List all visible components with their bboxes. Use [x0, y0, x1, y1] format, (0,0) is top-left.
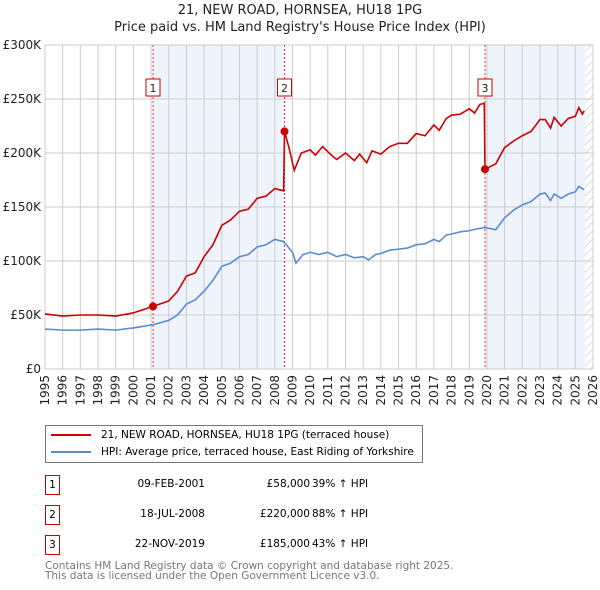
transaction-hpi: 39% ↑ HPI	[312, 478, 369, 490]
price-chart: 1995 1996 1997 1998 1999 2000 2001 2002 2003 2004…	[3, 38, 600, 406]
transaction-marker: 1	[45, 475, 60, 495]
y-tick-label: £250K	[3, 92, 43, 106]
x-tick-label: 2001	[144, 375, 158, 406]
x-tick-label: 2023	[533, 375, 547, 406]
chart-title: 21, NEW ROAD, HORNSEA, HU18 1PG	[177, 3, 423, 18]
x-tick-label: 2002	[162, 375, 176, 406]
transaction-marker: 2	[45, 505, 60, 525]
transaction-price: £58,000	[266, 478, 310, 490]
transaction-price: £220,000	[259, 508, 310, 520]
footer-copyright: Contains HM Land Registry data © Crown c…	[45, 560, 454, 572]
x-tick-label: 1995	[38, 375, 52, 406]
x-tick-label: 2000	[126, 375, 140, 406]
x-tick-label: 2020	[480, 375, 494, 406]
y-tick-label: £150K	[3, 200, 43, 214]
transaction-date: 22-NOV-2019	[134, 538, 205, 550]
x-tick-label: 2010	[303, 375, 317, 406]
x-tick-label: 2004	[197, 375, 211, 406]
x-tick-label: 2017	[427, 375, 441, 406]
y-tick-label: £300K	[3, 38, 43, 52]
footer-licence: This data is licensed under the Open Gov…	[45, 570, 380, 582]
x-tick-label: 1998	[91, 375, 105, 406]
legend-label-property: 21, NEW ROAD, HORNSEA, HU18 1PG (terrace…	[101, 429, 390, 441]
sale-point	[280, 127, 289, 136]
x-tick-label: 2013	[356, 375, 370, 406]
legend: 21, NEW ROAD, HORNSEA, HU18 1PG (terrace…	[45, 425, 423, 463]
y-tick-label: £200K	[3, 146, 43, 160]
x-tick-label: 2012	[339, 375, 353, 406]
x-tick-label: 2022	[515, 375, 529, 406]
legend-swatch-hpi	[51, 451, 91, 453]
legend-swatch-property	[51, 434, 91, 436]
x-tick-label: 2003	[179, 375, 193, 406]
sale-label-box	[145, 78, 161, 97]
sale-label-box	[277, 78, 293, 97]
series-line	[44, 102, 585, 317]
x-tick-label: 2007	[250, 375, 264, 406]
plot-frame	[44, 44, 594, 370]
x-tick-label: 1997	[73, 375, 87, 406]
x-tick-label: 2016	[409, 375, 423, 406]
transaction-hpi: 43% ↑ HPI	[312, 538, 369, 550]
x-tick-label: 2014	[374, 375, 388, 406]
sale-label: 1	[150, 82, 157, 95]
y-tick-label: £50K	[10, 308, 42, 322]
x-tick-label: 2009	[285, 375, 299, 406]
chart-subtitle: Price paid vs. HM Land Registry's House …	[114, 20, 486, 35]
x-tick-label: 2025	[568, 375, 582, 406]
transaction-hpi: 88% ↑ HPI	[312, 508, 369, 520]
y-tick-label: £0	[26, 362, 41, 376]
series-line	[44, 185, 585, 331]
x-tick-label: 2005	[215, 375, 229, 406]
transaction-marker: 3	[45, 535, 60, 555]
transaction-price: £185,000	[259, 538, 310, 550]
x-tick-label: 1999	[109, 375, 123, 406]
sale-label: 2	[281, 82, 288, 95]
x-tick-label: 1996	[56, 375, 70, 406]
transaction-row: 3 22-NOV-2019 £185,000 43% ↑ HPI	[45, 535, 445, 555]
transaction-date: 09-FEB-2001	[137, 478, 205, 490]
x-tick-label: 2011	[321, 375, 335, 406]
x-tick-label: 2024	[551, 375, 565, 406]
transaction-row: 1 09-FEB-2001 £58,000 39% ↑ HPI	[45, 475, 445, 495]
x-tick-label: 2008	[268, 375, 282, 406]
sale-label-box	[477, 78, 493, 97]
sale-point	[480, 165, 489, 174]
sale-point	[149, 302, 158, 311]
x-tick-label: 2021	[498, 375, 512, 406]
x-tick-label: 2006	[232, 375, 246, 406]
sale-label: 3	[481, 82, 488, 95]
legend-label-hpi: HPI: Average price, terraced house, East…	[101, 446, 414, 458]
y-tick-label: £100K	[3, 254, 43, 268]
x-tick-label: 2018	[445, 375, 459, 406]
x-tick-label: 2019	[462, 375, 476, 406]
transaction-date: 18-JUL-2008	[140, 508, 205, 520]
x-tick-label: 2026	[586, 375, 600, 406]
x-tick-label: 2015	[392, 375, 406, 406]
transaction-row: 2 18-JUL-2008 £220,000 88% ↑ HPI	[45, 505, 445, 525]
